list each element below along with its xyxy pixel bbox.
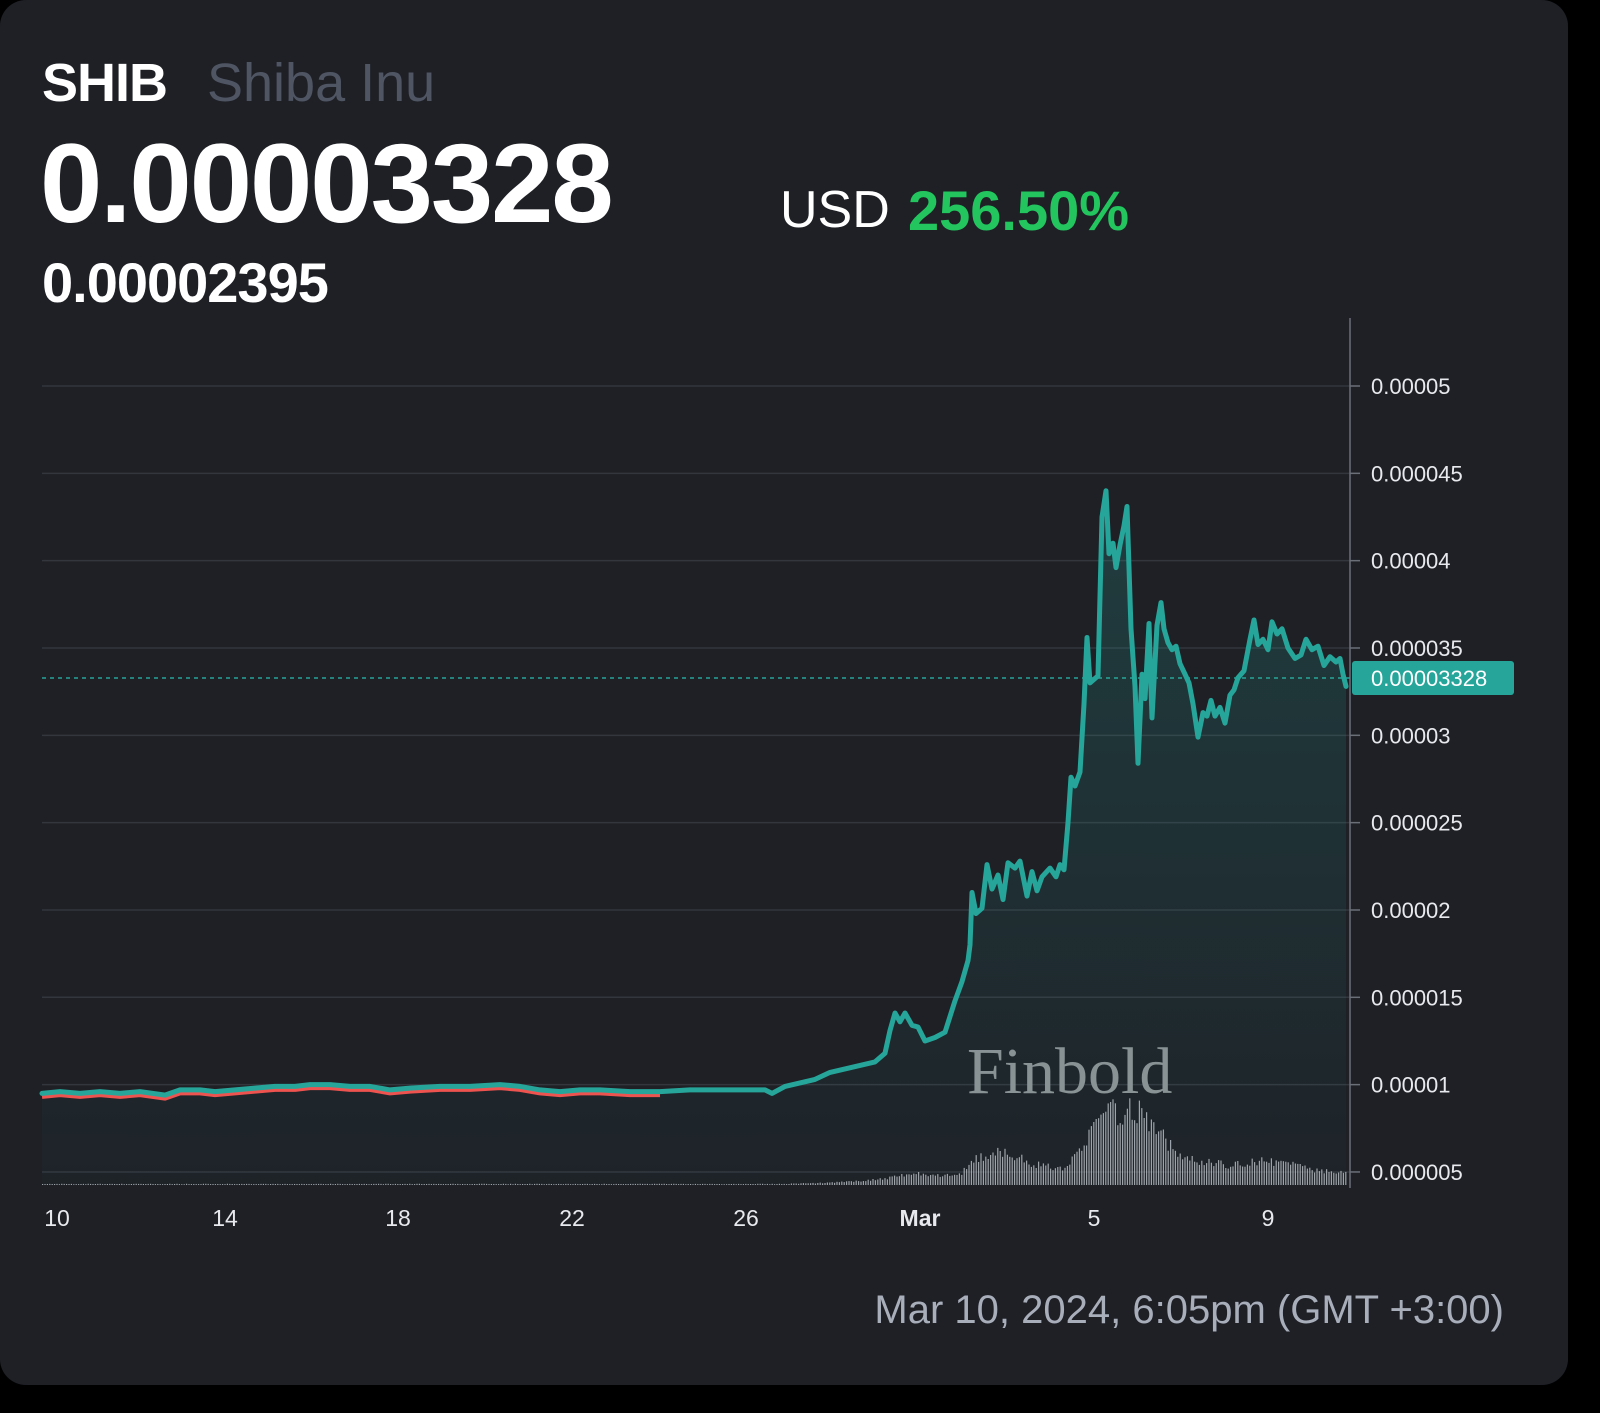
last-price-label: 0.00003328: [1352, 661, 1514, 696]
chart-timestamp: Mar 10, 2024, 6:05pm (GMT +3:00): [874, 1288, 1504, 1332]
price-line: [39, 488, 1349, 1098]
asset-name: Shiba Inu: [207, 53, 436, 113]
x-tick-label: 9: [1262, 1205, 1275, 1231]
y-tick-label: 0.000025: [1371, 811, 1463, 836]
currency-label: USD: [780, 181, 890, 239]
x-axis-ticks: 10 14 18 22 26 Mar 5 9: [44, 1205, 1274, 1231]
y-tick-label: 0.000035: [1371, 636, 1463, 661]
x-tick-label: 22: [559, 1205, 585, 1231]
current-price: 0.00003328: [40, 121, 614, 246]
y-axis-ticks: 0.00005 0.000045 0.00004 0.000035 0.00003 0.0…: [1350, 374, 1463, 1185]
price-area-fill: [42, 490, 1346, 1185]
x-tick-label: 5: [1088, 1205, 1101, 1231]
reference-price: 0.00002395: [42, 251, 329, 314]
price-line-down-segment: [41, 1085, 660, 1101]
ticker-symbol: SHIB: [42, 53, 168, 113]
y-tick-label: 0.00001: [1371, 1073, 1451, 1098]
y-tick-label: 0.000015: [1371, 985, 1463, 1010]
svg-text:0.00003328: 0.00003328: [1371, 666, 1487, 691]
y-tick-label: 0.00003: [1371, 723, 1451, 748]
x-tick-label: 26: [733, 1205, 759, 1231]
x-tick-label: 10: [44, 1205, 70, 1231]
y-tick-label: 0.00005: [1371, 374, 1451, 399]
price-chart[interactable]: 0.00005 0.000045 0.00004 0.000035 0.00003 0.0…: [0, 0, 1568, 1385]
chart-card: SHIB Shiba Inu 0.00003328 USD 256.50% 0.…: [0, 0, 1568, 1385]
y-tick-label: 0.00002: [1371, 898, 1451, 923]
y-tick-label: 0.000005: [1371, 1160, 1463, 1185]
y-tick-label: 0.00004: [1371, 549, 1451, 574]
x-tick-label: 14: [212, 1205, 238, 1231]
y-tick-label: 0.000045: [1371, 461, 1463, 486]
x-tick-label: 18: [385, 1205, 411, 1231]
x-tick-label: Mar: [900, 1205, 941, 1231]
price-change-percent: 256.50%: [908, 179, 1130, 242]
